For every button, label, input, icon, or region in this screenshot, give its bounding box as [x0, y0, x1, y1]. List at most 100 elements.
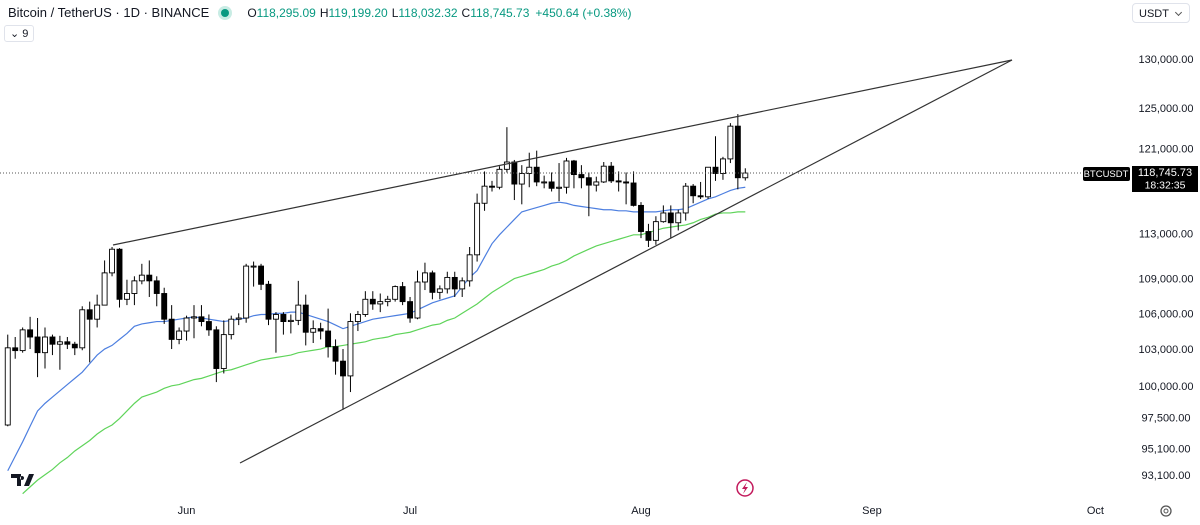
candle-body: [489, 185, 495, 188]
candle-body: [556, 186, 562, 189]
candle-body: [325, 330, 332, 348]
ohlc-value: 118,032.32: [398, 5, 458, 20]
candle-body: [273, 314, 279, 320]
candle-body: [228, 318, 235, 336]
candle-body: [734, 125, 741, 179]
ohlc-key: H: [319, 5, 329, 20]
candle-body: [250, 265, 257, 268]
candle-body: [742, 172, 749, 179]
indicators-count: 9: [22, 28, 29, 40]
symbol-title[interactable]: Bitcoin / TetherUS · 1D · BINANCE: [8, 5, 210, 20]
candle-body: [705, 166, 711, 198]
candle-body: [12, 347, 19, 352]
candle-body: [123, 293, 130, 300]
indicators-toggle[interactable]: ⌄ 9: [4, 25, 35, 42]
currency-label: USDT: [1139, 8, 1169, 20]
candle-body: [436, 288, 443, 293]
candle-body: [563, 160, 570, 188]
candle-body: [675, 212, 682, 224]
price-tag: BTCUSDT 118,745.73 18:32:35: [1083, 166, 1198, 192]
y-tick-label: 93,100.00: [1142, 470, 1191, 482]
candle-body: [280, 314, 287, 322]
candle-body: [168, 318, 175, 340]
candle-body: [146, 274, 153, 282]
candle-body: [414, 281, 421, 319]
y-tick-label: 100,000.00: [1138, 381, 1193, 393]
price-tag-countdown: 18:32:35: [1145, 179, 1186, 191]
candle-body: [258, 265, 264, 285]
candle-body: [101, 272, 108, 306]
ohlc-key: O: [247, 5, 257, 20]
candle-body: [131, 280, 138, 294]
candle-body: [451, 276, 458, 290]
candle-body: [64, 341, 71, 345]
trend-line-lower: [239, 59, 1013, 464]
candle-body: [56, 341, 63, 345]
y-tick-label: 109,000.00: [1138, 274, 1193, 286]
candle-body: [176, 330, 183, 340]
candle-body: [392, 286, 399, 300]
ohlc-key: C: [461, 5, 471, 20]
candle-body: [109, 248, 116, 274]
candle-body: [340, 360, 346, 377]
candle-body: [518, 173, 525, 185]
lightning-icon[interactable]: [736, 479, 754, 497]
currency-select[interactable]: USDT: [1132, 3, 1190, 23]
candle-body: [153, 280, 160, 294]
candle-body: [690, 185, 697, 197]
candle-body: [302, 304, 309, 333]
candle-body: [205, 321, 212, 331]
settings-icon[interactable]: [1160, 505, 1172, 517]
y-tick-label: 125,000.00: [1138, 103, 1193, 115]
candle-body: [369, 298, 376, 305]
candle-body: [42, 336, 48, 354]
candle-body: [623, 181, 630, 184]
market-status[interactable]: [221, 8, 230, 17]
candle-body: [191, 316, 197, 319]
candle-body: [310, 328, 317, 333]
candle-body: [660, 212, 667, 223]
candle-body: [526, 166, 533, 174]
price-tag-ticker: BTCUSDT: [1084, 169, 1129, 180]
candle-body: [243, 265, 250, 319]
y-tick-label: 103,000.00: [1138, 344, 1193, 356]
candle-body: [138, 274, 145, 282]
candle-body: [235, 317, 242, 320]
candle-body: [183, 317, 190, 332]
ma-line: [22, 211, 746, 495]
candle-body: [533, 166, 540, 183]
candle-body: [652, 221, 659, 241]
candle-body: [19, 329, 26, 352]
price-change: +450.64 (+0.38%): [535, 5, 632, 20]
candle-body: [94, 304, 101, 320]
candle-body: [27, 329, 34, 338]
plot-area: [4, 114, 749, 495]
x-tick-label: Jul: [403, 505, 417, 517]
ohlc-key: L: [391, 5, 399, 20]
candle-body: [585, 177, 592, 186]
candle-body: [86, 309, 93, 320]
candle-body: [79, 309, 86, 349]
candle-body: [466, 254, 473, 282]
candle-body: [541, 181, 548, 184]
candle-body: [407, 301, 413, 319]
candle-body: [161, 293, 168, 320]
candle-body: [4, 347, 11, 426]
candle-body: [362, 298, 369, 315]
ohlc-value: 119,199.20: [328, 5, 388, 20]
candle-body: [571, 160, 577, 176]
candle-body: [317, 328, 324, 332]
candle-body: [503, 161, 510, 170]
legend-header: Bitcoin / TetherUS · 1D · BINANCE O 118,2…: [8, 5, 631, 20]
candle-body: [49, 336, 56, 345]
candle-body: [220, 334, 227, 369]
candle-body: [444, 276, 451, 290]
x-tick-label: Jun: [178, 505, 196, 517]
candle-body: [287, 319, 294, 322]
candle-body: [720, 158, 726, 174]
candle-body: [332, 346, 339, 362]
candle-body: [347, 321, 354, 377]
y-tick-label: 97,500.00: [1142, 413, 1191, 425]
